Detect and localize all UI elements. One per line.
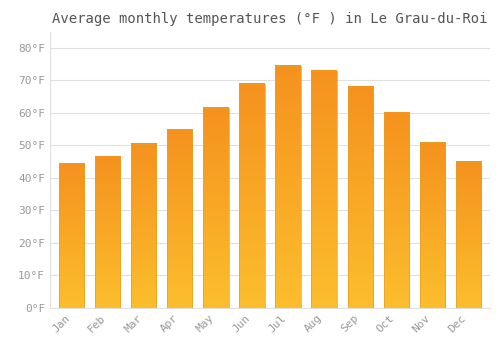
Bar	[420, 142, 445, 308]
Title: Average monthly temperatures (°F ) in Le Grau-du-Roi: Average monthly temperatures (°F ) in Le…	[52, 12, 488, 26]
Bar	[456, 162, 481, 308]
Bar	[348, 87, 373, 308]
Bar	[167, 129, 192, 308]
Bar	[131, 144, 156, 308]
Bar	[276, 66, 300, 308]
Bar	[312, 71, 336, 308]
Bar	[59, 163, 84, 308]
Bar	[204, 108, 229, 308]
Bar	[95, 157, 120, 308]
Bar	[240, 84, 264, 308]
Bar	[384, 113, 409, 308]
